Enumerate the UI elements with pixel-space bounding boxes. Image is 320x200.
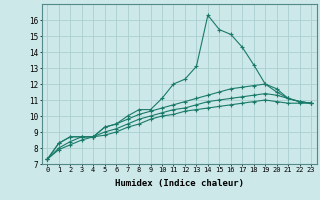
X-axis label: Humidex (Indice chaleur): Humidex (Indice chaleur) <box>115 179 244 188</box>
